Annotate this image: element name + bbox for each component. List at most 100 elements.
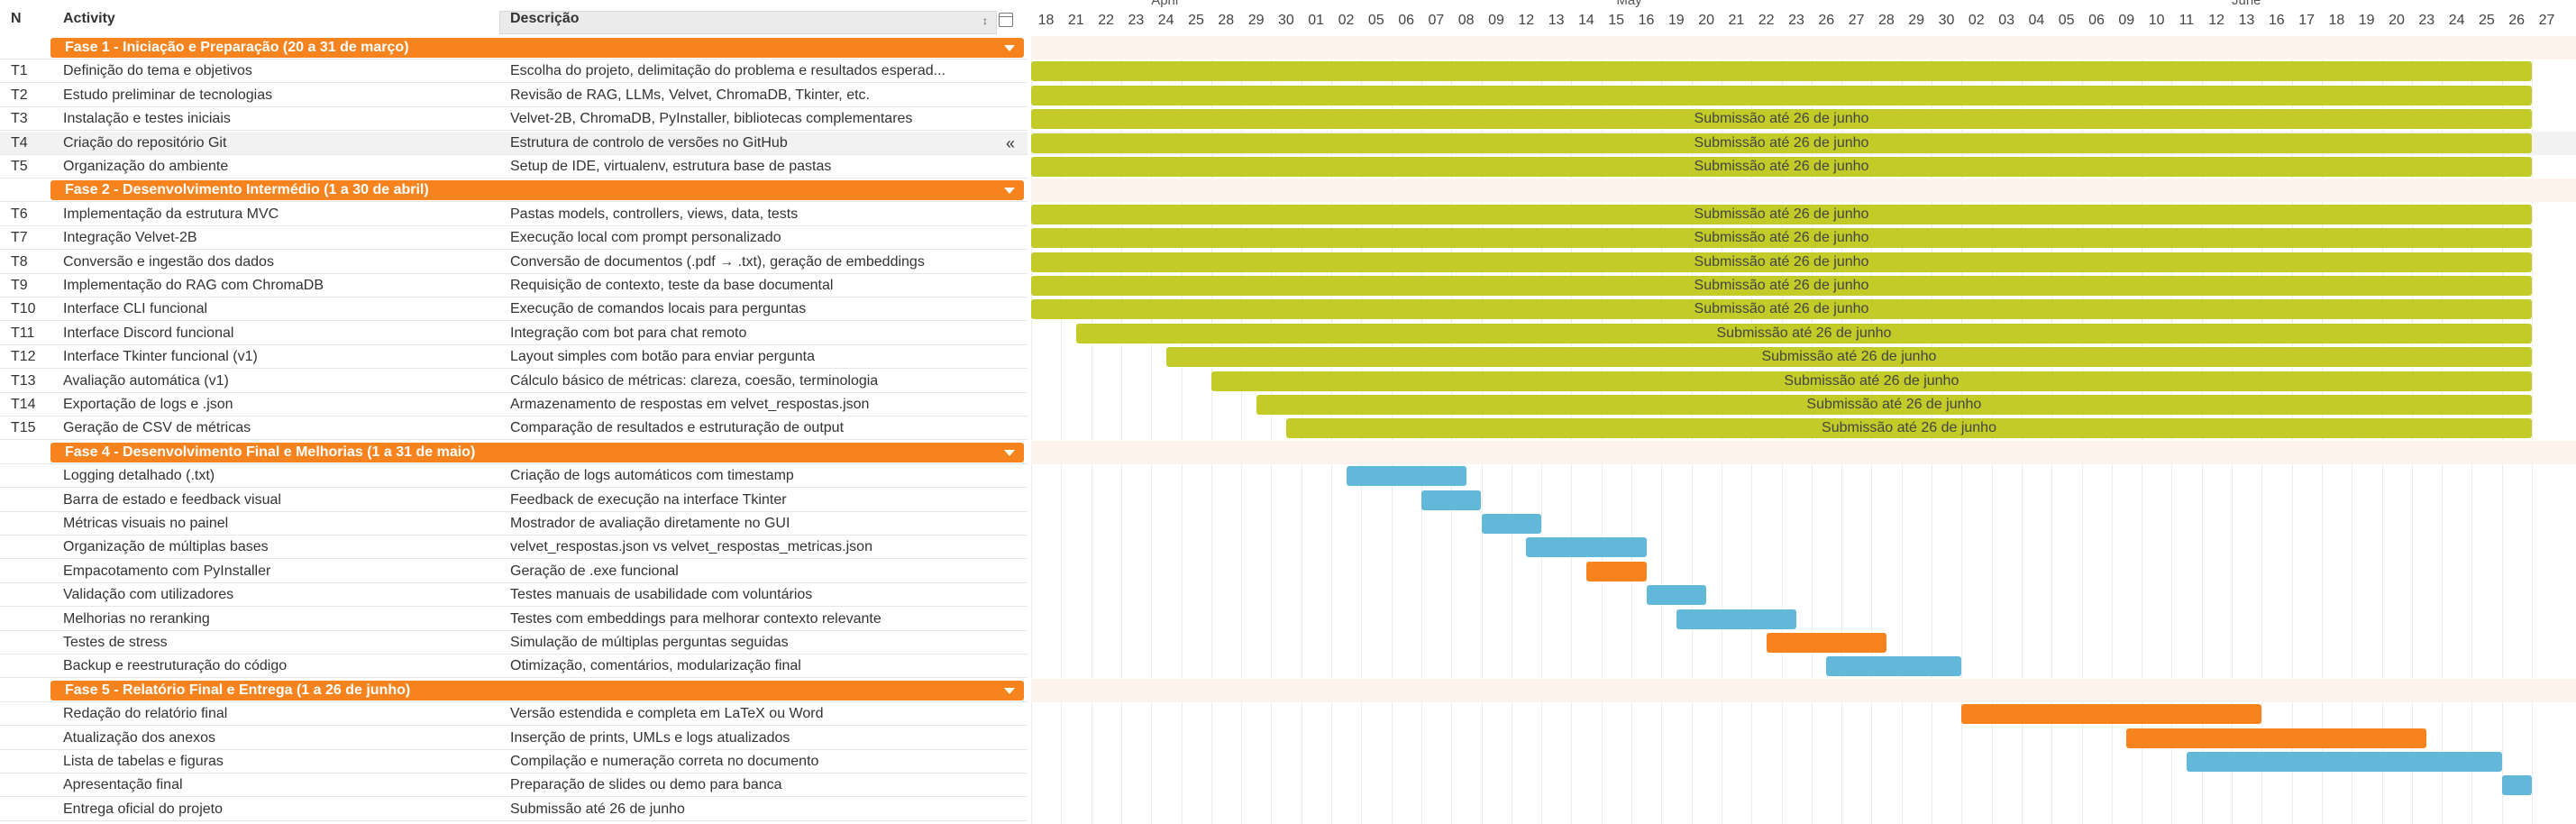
task-description[interactable]: Requisição de contexto, teste da base do… <box>510 278 834 293</box>
gantt-bar[interactable] <box>1031 61 2532 82</box>
table-row[interactable]: Atualização dos anexos Inserção de prints… <box>0 727 1028 750</box>
table-row[interactable]: Testes de stress Simulação de múltiplas p… <box>0 631 1028 655</box>
task-description[interactable]: Inserção de prints, UMLs e logs atualiza… <box>510 729 790 746</box>
gantt-bar[interactable]: Submissão até 26 de junho <box>1165 347 2532 368</box>
table-row[interactable]: Métricas visuais no painel Mostrador de a… <box>0 512 1028 536</box>
task-activity[interactable]: Melhorias no reranking <box>63 610 210 627</box>
table-row[interactable]: T14 Exportação de logs e .json Armazenamen… <box>0 393 1028 417</box>
table-row[interactable]: T8 Conversão e ingestão dos dados Conversã… <box>0 251 1028 274</box>
gantt-bar[interactable]: Submissão até 26 de junho <box>1031 299 2532 320</box>
task-activity[interactable]: Entrega oficial do projeto <box>63 801 223 817</box>
task-description[interactable]: Conversão de documentos (.pdf → .txt), g… <box>510 253 925 270</box>
task-description[interactable]: Compilação e numeração correta no docume… <box>510 754 819 769</box>
phase-row[interactable]: Fase 4 - Desenvolvimento Final e Melhori… <box>0 441 1028 464</box>
header-description[interactable]: Descrição <box>510 11 580 26</box>
task-description[interactable]: Armazenamento de respostas em velvet_res… <box>510 397 870 412</box>
task-activity[interactable]: Atualização dos anexos <box>63 729 215 746</box>
task-activity[interactable]: Integração Velvet-2B <box>63 230 197 246</box>
gantt-bar[interactable] <box>1646 585 1707 606</box>
task-activity[interactable]: Avaliação automática (v1) <box>63 372 229 389</box>
task-activity[interactable]: Definição do tema e objetivos <box>63 63 252 79</box>
task-activity[interactable]: Métricas visuais no painel <box>63 516 229 531</box>
task-description[interactable]: Pastas models, controllers, views, data,… <box>510 206 799 222</box>
phase-row[interactable]: Fase 2 - Desenvolvimento Intermédio (1 a… <box>0 179 1028 203</box>
table-row[interactable]: T11 Interface Discord funcional Integração… <box>0 322 1028 345</box>
gantt-bar[interactable]: Submissão até 26 de junho <box>1031 133 2532 153</box>
header-n[interactable]: N <box>11 11 22 26</box>
task-description[interactable]: Otimização, comentários, modularização f… <box>510 658 801 674</box>
task-description[interactable]: Feedback de execução na interface Tkinte… <box>510 491 787 508</box>
task-activity[interactable]: Interface Discord funcional <box>63 325 234 341</box>
table-row[interactable]: Logging detalhado (.txt) Criação de logs … <box>0 464 1028 489</box>
task-activity[interactable]: Testes de stress <box>63 635 168 650</box>
table-row[interactable]: Backup e reestruturação do código Otimiza… <box>0 655 1028 679</box>
task-description[interactable]: Versão estendida e completa em LaTeX ou … <box>510 706 824 722</box>
chevron-down-icon[interactable] <box>1004 188 1015 195</box>
header-activity[interactable]: Activity <box>63 11 115 26</box>
gantt-bar[interactable] <box>1586 561 1647 581</box>
task-description[interactable]: Criação de logs automáticos com timestam… <box>510 468 794 484</box>
gantt-bar[interactable] <box>1481 514 1542 534</box>
task-description[interactable]: Execução de comandos locais para pergunt… <box>510 301 807 317</box>
table-row[interactable]: T5 Organização do ambiente Setup de IDE, v… <box>0 155 1028 179</box>
phase-row[interactable]: Fase 1 - Iniciação e Preparação (20 a 31… <box>0 36 1028 60</box>
task-activity[interactable]: Instalação e testes iniciais <box>63 111 231 127</box>
task-description[interactable]: Testes com embeddings para melhorar cont… <box>510 610 882 627</box>
task-activity[interactable]: Geração de CSV de métricas <box>63 420 251 436</box>
table-row[interactable]: T13 Avaliação automática (v1) Cálculo bás… <box>0 370 1028 393</box>
gantt-bar[interactable]: Submissão até 26 de junho <box>1031 109 2532 130</box>
gantt-bar[interactable] <box>2187 752 2502 772</box>
gantt-bar[interactable]: Submissão até 26 de junho <box>1075 323 2532 343</box>
task-activity[interactable]: Validação com utilizadores <box>63 587 234 603</box>
task-description[interactable]: Submissão até 26 de junho <box>510 801 685 817</box>
task-activity[interactable]: Barra de estado e feedback visual <box>63 491 281 508</box>
chevron-down-icon[interactable] <box>1004 45 1015 51</box>
phase-header[interactable]: Fase 5 - Relatório Final e Entrega (1 a … <box>50 680 1024 700</box>
chevron-down-icon[interactable] <box>1004 449 1015 456</box>
task-activity[interactable]: Empacotamento com PyInstaller <box>63 563 271 579</box>
task-activity[interactable]: Backup e reestruturação do código <box>63 658 288 674</box>
phase-row[interactable]: Fase 5 - Relatório Final e Entrega (1 a … <box>0 679 1028 702</box>
gantt-bar[interactable]: Submissão até 26 de junho <box>1031 228 2532 249</box>
task-description[interactable]: Comparação de resultados e estruturação … <box>510 420 845 436</box>
task-description[interactable]: Escolha do projeto, delimitação do probl… <box>510 63 945 79</box>
gantt-bar[interactable] <box>1961 704 2262 725</box>
task-activity[interactable]: Exportação de logs e .json <box>63 397 233 412</box>
task-activity[interactable]: Organização de múltiplas bases <box>63 539 269 555</box>
gantt-bar[interactable] <box>1526 537 1647 558</box>
task-activity[interactable]: Interface CLI funcional <box>63 301 208 317</box>
task-description[interactable]: Revisão de RAG, LLMs, Velvet, ChromaDB, … <box>510 87 870 103</box>
task-activity[interactable]: Logging detalhado (.txt) <box>63 468 215 484</box>
task-activity[interactable]: Implementação da estrutura MVC <box>63 206 279 222</box>
table-row[interactable]: T4 Criação do repositório Git Estrutura de… <box>0 131 1028 155</box>
task-description[interactable]: Cálculo básico de métricas: clareza, coe… <box>510 372 879 389</box>
gantt-bar[interactable] <box>1676 609 1797 629</box>
table-row[interactable]: T9 Implementação do RAG com ChromaDB Requi… <box>0 274 1028 298</box>
table-row[interactable]: T3 Instalação e testes iniciais Velvet-2B,… <box>0 107 1028 132</box>
table-row[interactable]: T1 Definição do tema e objetivos Escolha … <box>0 60 1028 84</box>
gantt-bar[interactable]: Submissão até 26 de junho <box>1210 371 2532 391</box>
gantt-bar[interactable] <box>2501 775 2532 796</box>
gantt-bar[interactable] <box>2126 728 2427 748</box>
table-row[interactable]: Empacotamento com PyInstaller Geração de … <box>0 560 1028 583</box>
task-activity[interactable]: Lista de tabelas e figuras <box>63 754 224 769</box>
task-activity[interactable]: Apresentação final <box>63 777 183 793</box>
phase-header[interactable]: Fase 1 - Iniciação e Preparação (20 a 31… <box>50 38 1024 58</box>
task-description[interactable]: Mostrador de avaliação diretamente no GU… <box>510 516 790 531</box>
task-activity[interactable]: Implementação do RAG com ChromaDB <box>63 278 324 293</box>
task-description[interactable]: Setup de IDE, virtualenv, estrutura base… <box>510 159 832 174</box>
gantt-bar[interactable]: Submissão até 26 de junho <box>1031 204 2532 224</box>
table-row[interactable]: T12 Interface Tkinter funcional (v1) Layou… <box>0 345 1028 370</box>
task-description[interactable]: Simulação de múltiplas perguntas seguida… <box>510 635 789 650</box>
table-row[interactable]: T15 Geração de CSV de métricas Comparação … <box>0 417 1028 441</box>
task-description[interactable]: Layout simples com botão para enviar per… <box>510 349 815 365</box>
task-description[interactable]: Velvet-2B, ChromaDB, PyInstaller, biblio… <box>510 111 913 127</box>
gantt-bar[interactable]: Submissão até 26 de junho <box>1031 157 2532 177</box>
gantt-bar[interactable] <box>1346 466 1466 487</box>
table-row[interactable]: Lista de tabelas e figuras Compilação e n… <box>0 750 1028 774</box>
table-row[interactable]: Melhorias no reranking Testes com embeddi… <box>0 608 1028 631</box>
phase-header[interactable]: Fase 2 - Desenvolvimento Intermédio (1 a… <box>50 180 1024 201</box>
task-description[interactable]: Execução local com prompt personalizado <box>510 230 781 246</box>
task-activity[interactable]: Conversão e ingestão dos dados <box>63 253 274 270</box>
task-description[interactable]: Testes manuais de usabilidade com volunt… <box>510 587 813 603</box>
